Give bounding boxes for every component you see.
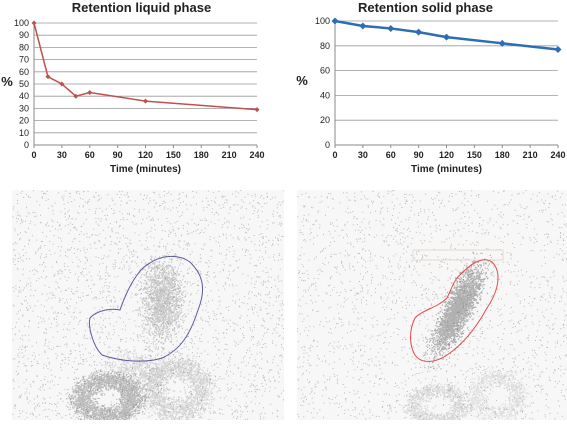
data-point: [254, 107, 260, 113]
y-tick-label: 20: [320, 115, 330, 125]
chart-title: Retention liquid phase: [71, 0, 212, 15]
y-axis-label: %: [296, 73, 308, 88]
chart-solid-phase: Retention solid phase 0 20 40 60 80 100 0 30 60 9…: [284, 0, 567, 185]
x-tick-label: 180: [194, 150, 209, 160]
y-axis-label: %: [1, 74, 13, 89]
x-tick-label: 30: [57, 150, 67, 160]
x-tick-label: 120: [138, 150, 153, 160]
activity-dots: [134, 354, 220, 420]
y-tick-label: 50: [19, 79, 29, 89]
x-tick-label: 90: [414, 150, 424, 160]
y-tick-label: 40: [320, 90, 330, 100]
x-axis-label: Time (minutes): [411, 164, 482, 175]
background-noise: [297, 190, 567, 420]
data-point: [359, 22, 367, 30]
marker-box: [412, 249, 504, 261]
x-tick-label: 120: [439, 150, 454, 160]
activity-dots: [134, 245, 192, 359]
x-tick-label: 30: [358, 150, 368, 160]
noise-dots: [297, 190, 567, 420]
x-tick-label: 0: [31, 150, 36, 160]
bowel-loop-activity: [464, 365, 532, 420]
data-point: [31, 20, 37, 26]
scan-canvas: [297, 190, 567, 420]
bowel-loop-activity: [401, 382, 473, 420]
data-point: [73, 93, 79, 99]
y-tick-label: 10: [19, 128, 29, 138]
series-line: [33, 22, 258, 111]
y-tick-label: 100: [14, 18, 29, 28]
scan-canvas: [12, 190, 284, 420]
solid-phase-scintigram: [297, 190, 567, 420]
data-point: [498, 39, 506, 47]
stomach-activity: [134, 245, 192, 359]
y-tick-label: 30: [19, 103, 29, 113]
x-tick-label: 60: [386, 150, 396, 160]
x-tick-label: 150: [166, 150, 181, 160]
y-tick-label: 80: [19, 42, 29, 52]
x-axis-label: Time (minutes): [110, 164, 181, 175]
y-tick-label: 90: [19, 30, 29, 40]
activity-dots: [401, 382, 473, 420]
stomach-activity: [422, 251, 503, 370]
chart-canvas: 0 10 20 30 40 50 60 70 80 90 100 0 30 60 90 120 150 180 21…: [1, 18, 264, 175]
chart-canvas: 0 20 40 60 80 100 0 30 60 90 120 150 180 210 240% Time …: [296, 16, 565, 175]
y-tick-label: 60: [19, 67, 29, 77]
x-tick-label: 210: [222, 150, 237, 160]
data-point: [387, 24, 395, 32]
data-point: [59, 81, 65, 87]
x-tick-label: 210: [523, 150, 538, 160]
x-tick-label: 90: [113, 150, 123, 160]
activity-dots: [65, 369, 152, 420]
data-point: [45, 74, 51, 80]
bowel-loop-activity: [89, 343, 182, 402]
chart-title: Retention solid phase: [357, 0, 494, 15]
activity-dots: [464, 365, 532, 420]
x-tick-label: 60: [85, 150, 95, 160]
data-point: [415, 28, 423, 36]
x-tick-label: 240: [249, 150, 264, 160]
data-point: [87, 90, 93, 96]
y-tick-label: 40: [19, 91, 29, 101]
x-tick-label: 150: [467, 150, 482, 160]
roi-outline: [89, 256, 203, 362]
y-tick-label: 0: [325, 140, 330, 150]
y-tick-label: 100: [315, 16, 330, 26]
bowel-loop-activity: [65, 369, 152, 420]
roi-outline: [410, 259, 499, 362]
bowel-loop-activity: [134, 354, 220, 420]
y-tick-label: 80: [320, 41, 330, 51]
data-point: [143, 98, 148, 104]
liquid-phase-scintigram: [12, 190, 284, 420]
data-point: [443, 33, 450, 41]
data-point: [331, 17, 339, 25]
x-tick-label: 0: [332, 150, 337, 160]
gridlines: [34, 22, 257, 146]
activity-dots: [422, 251, 503, 370]
y-tick-label: 0: [24, 140, 29, 150]
chart-liquid-phase: Retention liquid phase 0 10 20 30 40 50 60 70 80…: [0, 0, 283, 185]
y-tick-label: 20: [19, 116, 29, 126]
y-tick-label: 60: [320, 66, 330, 76]
x-tick-label: 240: [550, 150, 565, 160]
x-tick-label: 180: [495, 150, 510, 160]
activity-dots: [89, 343, 182, 402]
y-tick-label: 70: [19, 55, 29, 65]
data-point: [554, 46, 562, 54]
